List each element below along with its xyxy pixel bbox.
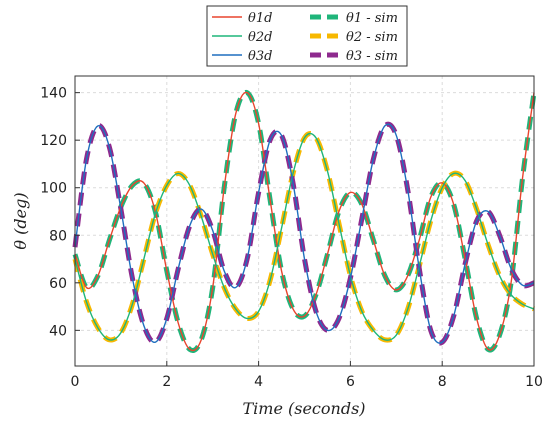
x-tick-label: 8 bbox=[438, 374, 447, 390]
series-line-1 bbox=[74, 91, 535, 352]
x-tick-label: 6 bbox=[346, 374, 355, 390]
x-tick-label: 0 bbox=[71, 374, 80, 390]
y-tick-label: 60 bbox=[49, 276, 67, 292]
y-tick-label: 80 bbox=[49, 228, 67, 244]
y-tick-label: 100 bbox=[40, 181, 67, 197]
y-tick-label: 140 bbox=[40, 86, 67, 102]
plot-series bbox=[72, 89, 537, 353]
x-tick-label: 2 bbox=[162, 374, 171, 390]
legend: θ1d θ2d θ3d θ1 - sim θ2 - sim θ3 - sim bbox=[206, 5, 408, 67]
y-tick-label: 120 bbox=[40, 133, 67, 149]
y-axis-label: θ (deg) bbox=[11, 192, 30, 249]
x-axis-label: Time (seconds) bbox=[242, 399, 365, 418]
legend-label: θ2 - sim bbox=[346, 30, 398, 45]
plot-frame bbox=[74, 75, 535, 367]
legend-label: θ2d bbox=[248, 30, 272, 45]
legend-label: θ3 - sim bbox=[346, 49, 398, 64]
legend-label: θ1 - sim bbox=[346, 11, 398, 26]
series-line-3 bbox=[74, 123, 535, 344]
series-line-2 bbox=[74, 132, 535, 341]
legend-box bbox=[206, 5, 408, 67]
y-tick-label: 40 bbox=[49, 323, 67, 339]
axis-ticks: 0 2 4 6 8 10 40 60 80 100 120 140 bbox=[40, 86, 543, 390]
legend-label: θ1d bbox=[248, 11, 272, 26]
x-tick-label: 4 bbox=[254, 374, 263, 390]
legend-label: θ3d bbox=[248, 49, 272, 64]
x-tick-label: 10 bbox=[525, 374, 543, 390]
